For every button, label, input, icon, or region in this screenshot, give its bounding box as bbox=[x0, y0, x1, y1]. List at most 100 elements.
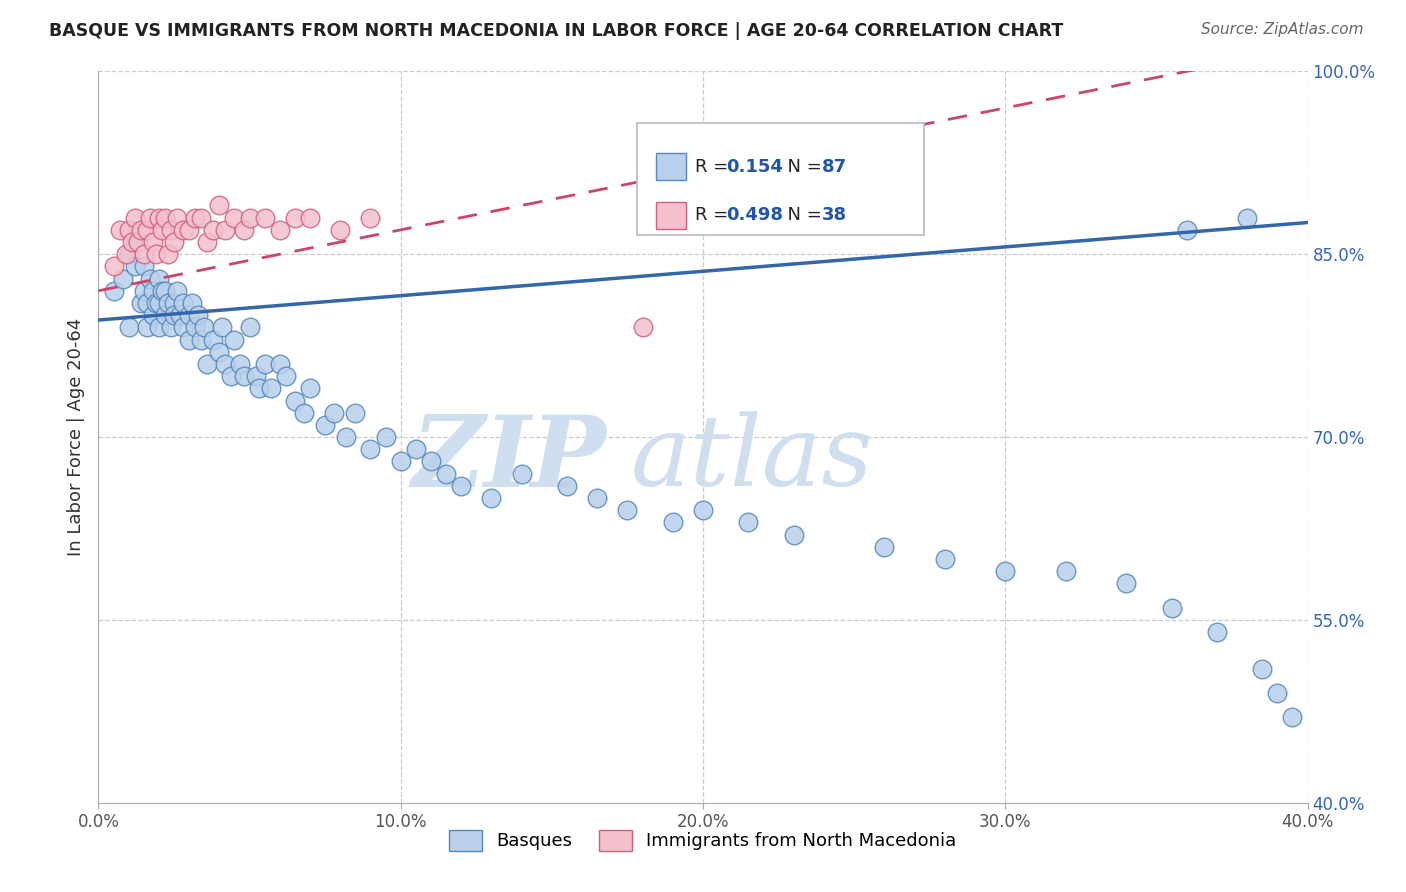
Text: BASQUE VS IMMIGRANTS FROM NORTH MACEDONIA IN LABOR FORCE | AGE 20-64 CORRELATION: BASQUE VS IMMIGRANTS FROM NORTH MACEDONI… bbox=[49, 22, 1063, 40]
Point bbox=[329, 223, 352, 237]
Point bbox=[190, 333, 212, 347]
Point bbox=[132, 247, 155, 261]
Point bbox=[145, 296, 167, 310]
Point bbox=[737, 516, 759, 530]
Point bbox=[214, 223, 236, 237]
Point bbox=[118, 320, 141, 334]
Point bbox=[208, 198, 231, 212]
Point bbox=[299, 381, 322, 395]
Point bbox=[229, 357, 252, 371]
Point bbox=[586, 491, 609, 505]
Point bbox=[150, 223, 173, 237]
Point bbox=[163, 235, 186, 249]
Point bbox=[783, 527, 806, 541]
Point bbox=[135, 296, 157, 310]
Point bbox=[153, 284, 176, 298]
Point bbox=[142, 235, 165, 249]
Text: N =: N = bbox=[776, 206, 828, 224]
Point bbox=[132, 260, 155, 274]
Text: 0.154: 0.154 bbox=[725, 158, 783, 176]
Point bbox=[166, 284, 188, 298]
Point bbox=[1054, 564, 1077, 578]
Point bbox=[450, 479, 472, 493]
Point bbox=[132, 284, 155, 298]
Point bbox=[150, 284, 173, 298]
Point bbox=[284, 393, 307, 408]
Point bbox=[181, 296, 204, 310]
Point bbox=[274, 369, 297, 384]
Text: ZIP: ZIP bbox=[412, 411, 606, 508]
Point bbox=[148, 320, 170, 334]
Point bbox=[360, 442, 382, 457]
Point bbox=[1236, 211, 1258, 225]
Point bbox=[420, 454, 443, 468]
Point bbox=[148, 271, 170, 285]
Point bbox=[245, 369, 267, 384]
Point bbox=[1281, 710, 1303, 724]
Point bbox=[195, 357, 218, 371]
Text: 87: 87 bbox=[821, 158, 846, 176]
Point bbox=[190, 211, 212, 225]
Point bbox=[135, 320, 157, 334]
Point bbox=[121, 235, 143, 249]
Point bbox=[124, 235, 146, 249]
Text: 38: 38 bbox=[821, 206, 846, 224]
Point bbox=[156, 247, 179, 261]
Point bbox=[253, 357, 276, 371]
Point bbox=[114, 247, 136, 261]
Point bbox=[335, 430, 357, 444]
Text: R =: R = bbox=[695, 206, 734, 224]
Text: 0.498: 0.498 bbox=[725, 206, 783, 224]
Point bbox=[202, 223, 225, 237]
Point bbox=[172, 296, 194, 310]
Point bbox=[179, 308, 201, 322]
Point bbox=[129, 223, 152, 237]
Point bbox=[284, 211, 307, 225]
Point bbox=[142, 308, 165, 322]
Point bbox=[224, 333, 246, 347]
Point bbox=[148, 211, 170, 225]
Point bbox=[124, 260, 146, 274]
Point bbox=[232, 369, 254, 384]
Point bbox=[692, 503, 714, 517]
Point bbox=[269, 357, 291, 371]
Point bbox=[232, 223, 254, 237]
Point bbox=[129, 296, 152, 310]
Point bbox=[184, 320, 207, 334]
Point bbox=[153, 211, 176, 225]
Point bbox=[208, 344, 231, 359]
Point bbox=[344, 406, 367, 420]
Text: R =: R = bbox=[695, 158, 734, 176]
Point bbox=[292, 406, 315, 420]
Text: atlas: atlas bbox=[630, 411, 873, 507]
Legend: Basques, Immigrants from North Macedonia: Basques, Immigrants from North Macedonia bbox=[440, 821, 966, 860]
Point bbox=[145, 247, 167, 261]
Point bbox=[179, 223, 201, 237]
Point bbox=[166, 211, 188, 225]
Point bbox=[135, 223, 157, 237]
Point bbox=[555, 479, 578, 493]
Point bbox=[195, 235, 218, 249]
Point bbox=[510, 467, 533, 481]
Point bbox=[184, 211, 207, 225]
Point bbox=[148, 296, 170, 310]
Point bbox=[1267, 686, 1289, 700]
Point bbox=[481, 491, 503, 505]
Point bbox=[103, 284, 125, 298]
Point bbox=[314, 417, 336, 432]
Point bbox=[434, 467, 457, 481]
Point bbox=[631, 320, 654, 334]
Point bbox=[247, 381, 270, 395]
Point bbox=[1175, 223, 1198, 237]
Point bbox=[163, 308, 186, 322]
Point bbox=[934, 552, 956, 566]
Point bbox=[160, 223, 183, 237]
Point bbox=[1160, 600, 1182, 615]
Point bbox=[253, 211, 276, 225]
Text: Source: ZipAtlas.com: Source: ZipAtlas.com bbox=[1201, 22, 1364, 37]
Point bbox=[142, 284, 165, 298]
Point bbox=[1206, 625, 1229, 640]
Point bbox=[1115, 576, 1137, 591]
Point bbox=[661, 516, 683, 530]
Point bbox=[221, 369, 243, 384]
